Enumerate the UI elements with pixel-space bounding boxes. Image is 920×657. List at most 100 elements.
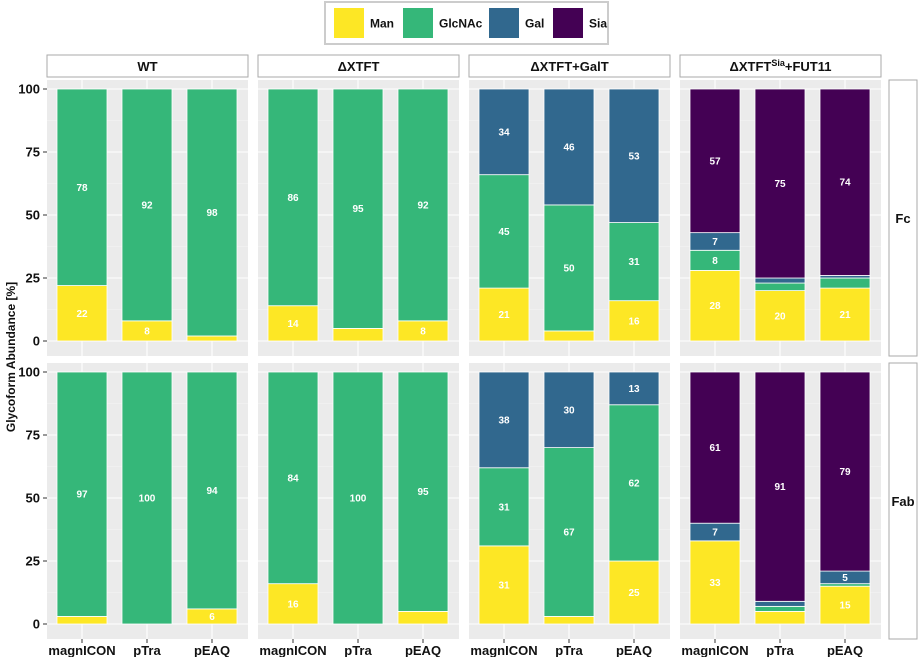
bar-value-label: 92 bbox=[141, 200, 153, 211]
x-tick-label-peaq: pEAQ bbox=[194, 643, 230, 657]
y-tick-label: 100 bbox=[18, 82, 40, 97]
bar-segment-man-ptra bbox=[332, 327, 384, 342]
facet-title-col-1: ΔXTFT bbox=[338, 59, 380, 74]
bar-value-label: 28 bbox=[709, 301, 721, 312]
y-tick-label: 0 bbox=[33, 334, 40, 349]
bar-value-label: 38 bbox=[498, 415, 510, 426]
bar-value-label: 31 bbox=[498, 502, 510, 513]
bar-segment-glcnac-ptra bbox=[754, 605, 806, 612]
bar-segment-man-magnicon bbox=[689, 270, 741, 342]
y-tick-label: 75 bbox=[26, 428, 40, 443]
bar-segment-man-peaq bbox=[397, 611, 449, 625]
bar-value-label: 97 bbox=[76, 490, 88, 501]
bar-value-label: 6 bbox=[209, 612, 215, 623]
facet-strip-col-1 bbox=[257, 54, 460, 78]
x-tick-label-magnicon: magnICON bbox=[259, 643, 326, 657]
bar-value-label: 7 bbox=[712, 528, 718, 539]
bar-value-label: 98 bbox=[206, 208, 218, 219]
bar-value-label: 95 bbox=[352, 204, 364, 215]
bar-segment-sia-magnicon bbox=[689, 371, 741, 524]
bar-segment-man-magnicon bbox=[56, 285, 108, 342]
bars-r1-c2: 31 31 38 67 30 25 62 13 bbox=[478, 371, 660, 625]
facet-title-col-3: ΔXTFTSia+FUT11 bbox=[730, 58, 832, 74]
bar-segment-gal-peaq bbox=[608, 371, 660, 406]
bar-segment-glcnac-peaq bbox=[819, 277, 871, 289]
bar-value-label: 31 bbox=[498, 580, 510, 591]
legend-label-sia: Sia bbox=[589, 17, 607, 31]
legend: Man GlcNAc Gal Sia bbox=[324, 1, 609, 45]
legend-label-man: Man bbox=[370, 17, 394, 31]
x-tick-label-ptra: pTra bbox=[344, 643, 372, 657]
bar-value-label: 20 bbox=[774, 311, 786, 322]
facet-title-col-2: ΔXTFT+GalT bbox=[530, 59, 608, 74]
facet-strip-col-2 bbox=[468, 54, 671, 78]
bar-value-label: 91 bbox=[774, 482, 786, 493]
bar-segment-man-peaq bbox=[608, 560, 660, 625]
y-tick-label: 0 bbox=[33, 617, 40, 632]
bar-value-label: 50 bbox=[563, 263, 575, 274]
x-tick-label-ptra: pTra bbox=[766, 643, 794, 657]
bar-value-label: 31 bbox=[628, 257, 640, 268]
bar-segment-man-magnicon bbox=[56, 616, 108, 625]
y-tick-label: 75 bbox=[26, 145, 40, 160]
bar-value-label: 94 bbox=[206, 486, 218, 497]
bars-r1-c1: 16 84 100 95 bbox=[267, 371, 449, 625]
bar-segment-glcnac-peaq bbox=[186, 371, 238, 610]
legend-swatch-gal bbox=[489, 8, 519, 38]
legend-label-gal: Gal bbox=[525, 17, 544, 31]
facet-title-row-fc: Fc bbox=[895, 211, 910, 226]
bar-segment-glcnac-peaq bbox=[397, 88, 449, 322]
bar-segment-glcnac-peaq bbox=[608, 222, 660, 302]
bar-segment-glcnac-magnicon bbox=[267, 88, 319, 307]
bar-segment-glcnac-magnicon bbox=[56, 371, 108, 617]
facet-title-col-0: WT bbox=[137, 59, 157, 74]
bar-value-label: 8 bbox=[144, 326, 150, 337]
bar-segment-glcnac-ptra bbox=[332, 371, 384, 625]
bar-value-label: 30 bbox=[563, 405, 575, 416]
bar-segment-glcnac-ptra bbox=[754, 282, 806, 292]
bar-value-label: 86 bbox=[287, 193, 299, 204]
bar-value-label: 13 bbox=[628, 384, 640, 395]
bar-value-label: 21 bbox=[498, 310, 510, 321]
bar-segment-man-peaq bbox=[186, 335, 238, 342]
y-tick-label: 25 bbox=[26, 554, 40, 569]
bar-value-label: 15 bbox=[839, 601, 851, 612]
bar-segment-man-ptra bbox=[543, 330, 595, 342]
x-tick-label-peaq: pEAQ bbox=[827, 643, 863, 657]
facet-panels: WT ΔXTFT ΔXTFT+GalT ΔXTFTSia+FUT11FcFab2278… bbox=[46, 54, 918, 640]
facet-strip-col-0 bbox=[46, 54, 249, 78]
y-axis-label: Glycoform Abundance [%] bbox=[4, 282, 18, 432]
bar-value-label: 74 bbox=[839, 178, 851, 189]
bar-value-label: 22 bbox=[76, 309, 88, 320]
bar-segment-man-magnicon bbox=[478, 545, 530, 625]
bar-value-label: 16 bbox=[628, 316, 640, 327]
facet-strip-row-1 bbox=[888, 362, 918, 640]
bar-segment-glcnac-magnicon bbox=[56, 88, 108, 286]
bar-value-label: 8 bbox=[420, 326, 426, 337]
bar-value-label: 95 bbox=[417, 487, 429, 498]
facet-strip-col-3 bbox=[679, 54, 882, 78]
bar-segment-sia-ptra bbox=[754, 371, 806, 602]
bar-value-label: 57 bbox=[709, 156, 721, 167]
x-tick-label-magnicon: magnICON bbox=[681, 643, 748, 657]
legend-swatch-glcnac bbox=[403, 8, 433, 38]
bar-segment-gal-magnicon bbox=[478, 371, 530, 469]
x-tick-label-ptra: pTra bbox=[133, 643, 161, 657]
bars-r0-c2: 21 45 34 50 46 16 31 53 bbox=[478, 88, 660, 342]
bars-r1-c3: 33 7 61 91 15 5 79 bbox=[689, 371, 871, 625]
bar-value-label: 61 bbox=[709, 443, 721, 454]
bars-r0-c0: 22 78 8 92 98 bbox=[56, 88, 238, 342]
bar-segment-glcnac-magnicon bbox=[267, 371, 319, 585]
bar-segment-gal-ptra bbox=[754, 600, 806, 607]
bar-segment-glcnac-peaq bbox=[186, 88, 238, 337]
bar-segment-gal-ptra bbox=[543, 88, 595, 206]
x-tick-label-peaq: pEAQ bbox=[405, 643, 441, 657]
bar-segment-man-ptra bbox=[754, 290, 806, 342]
y-tick-label: 50 bbox=[26, 208, 40, 223]
bars-r0-c3: 28 8 7 57 20 75 21 74 bbox=[689, 88, 871, 342]
x-tick-label-magnicon: magnICON bbox=[470, 643, 537, 657]
bar-value-label: 92 bbox=[417, 200, 429, 211]
bar-value-label: 100 bbox=[139, 494, 156, 505]
legend-swatch-sia bbox=[553, 8, 583, 38]
bar-segment-glcnac-magnicon bbox=[478, 467, 530, 547]
